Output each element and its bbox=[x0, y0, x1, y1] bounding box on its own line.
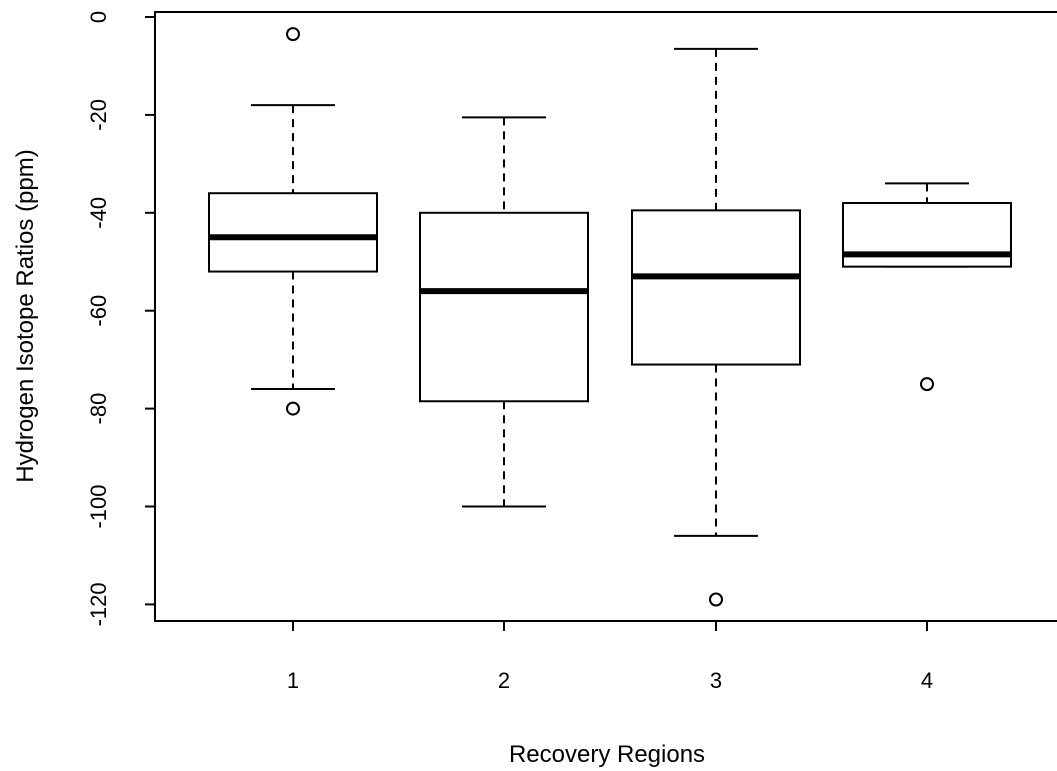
outlier-point bbox=[286, 27, 300, 42]
box-group-2 bbox=[419, 116, 589, 508]
x-tick-label: 3 bbox=[710, 668, 722, 693]
y-axis-title: Hydrogen Isotope Ratios (ppm) bbox=[12, 149, 39, 483]
iqr-box bbox=[631, 209, 801, 366]
x-tick-label: 2 bbox=[498, 668, 510, 693]
x-axis: 1 2 3 4 bbox=[287, 621, 933, 693]
outlier-point bbox=[709, 592, 723, 607]
y-tick-label: -120 bbox=[86, 582, 111, 626]
y-tick-label: -60 bbox=[86, 295, 111, 327]
boxes bbox=[208, 27, 1012, 607]
outlier-point bbox=[920, 377, 934, 392]
plot-frame bbox=[154, 11, 1057, 622]
y-tick-label: 0 bbox=[86, 11, 111, 23]
x-tick-label: 4 bbox=[921, 668, 933, 693]
x-tick-label: 1 bbox=[287, 668, 299, 693]
outlier-point bbox=[286, 401, 300, 416]
y-axis: 0 -20 -40 -60 -80 -100 -120 bbox=[86, 11, 156, 626]
y-tick-label: -20 bbox=[86, 99, 111, 131]
box-group-3 bbox=[631, 47, 801, 607]
iqr-box bbox=[208, 192, 378, 273]
y-tick-label: -40 bbox=[86, 197, 111, 229]
y-tick-label: -80 bbox=[86, 393, 111, 425]
y-tick-label: -100 bbox=[86, 484, 111, 528]
iqr-box bbox=[419, 211, 589, 403]
box-group-4 bbox=[842, 182, 1012, 392]
x-axis-title: Recovery Regions bbox=[509, 741, 705, 768]
box-group-1 bbox=[208, 27, 378, 416]
